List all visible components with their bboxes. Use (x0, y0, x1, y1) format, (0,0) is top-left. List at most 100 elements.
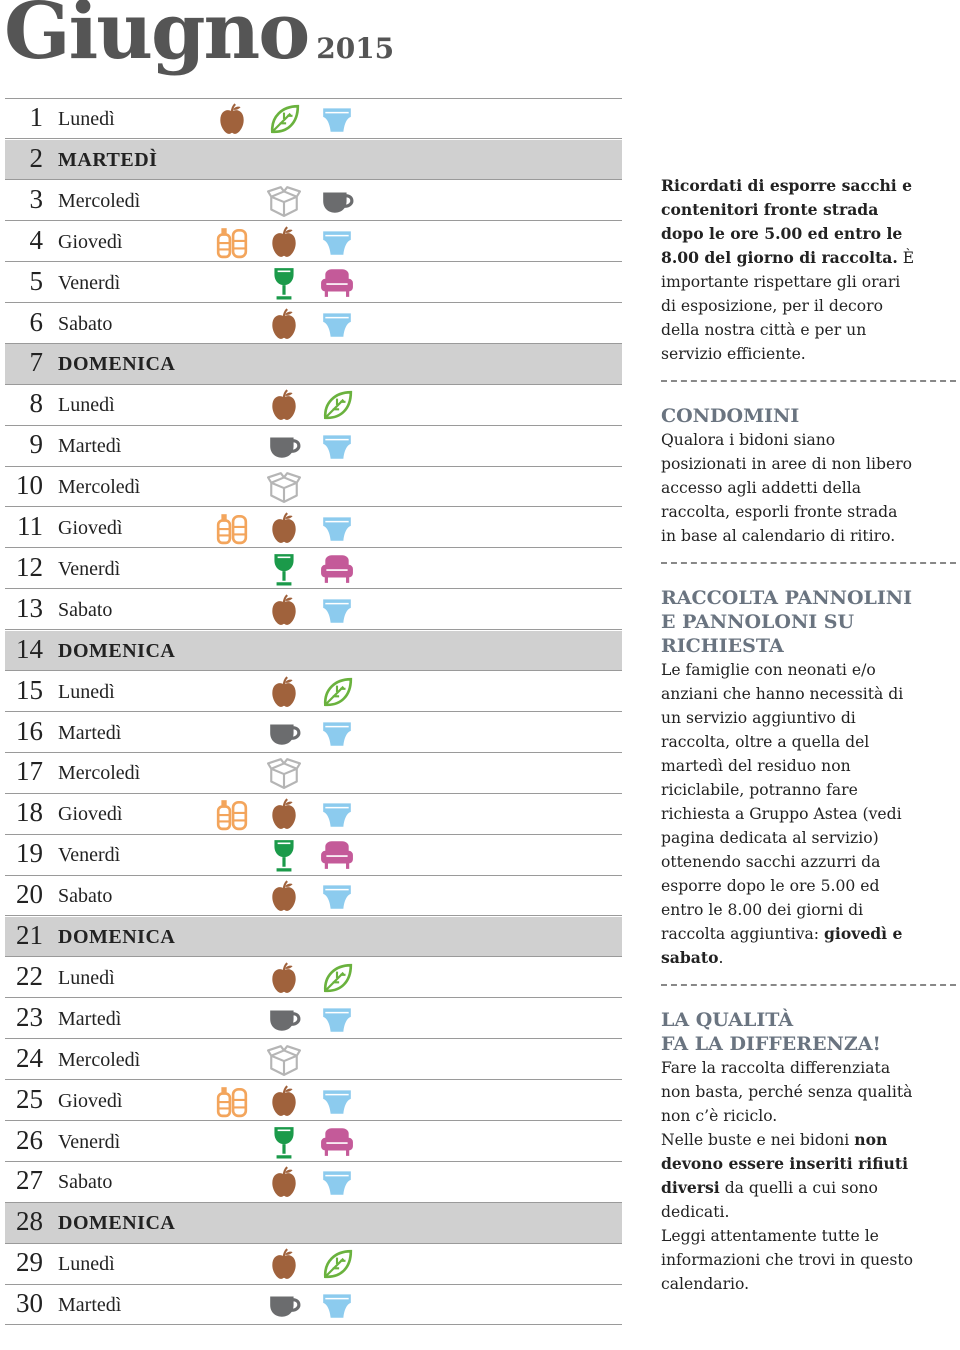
icon-residual (323, 1294, 351, 1318)
day-name: Martedì (58, 435, 122, 458)
icon-organic (272, 512, 296, 543)
day-name: Martedì (58, 721, 122, 744)
day-number: 14 (16, 633, 43, 664)
bold-text: giovedì e sabato (661, 924, 903, 967)
icon-bulky (321, 1127, 353, 1156)
heading-line: CONDOMINI (661, 405, 800, 427)
day-name: Mercoledì (58, 476, 141, 499)
day-number: 1 (29, 102, 44, 132)
paragraph: Qualora i bidoni siano posizionati in ar… (661, 428, 916, 548)
day-name: Giovedì (58, 230, 123, 253)
icon-glass (274, 1126, 294, 1158)
day-number: 23 (16, 1001, 43, 1032)
day-row: 13 Sabato (5, 590, 622, 631)
day-name: MARTEDÌ (58, 148, 158, 171)
paragraph: Le famiglie con neonati e/o anziani che … (661, 658, 916, 970)
day-row: 30 Martedì (5, 1285, 622, 1326)
bold-text: non devono essere inseriti rifiuti diver… (661, 1130, 909, 1197)
day-row: 2 MARTEDÌ (5, 139, 622, 181)
day-name: Sabato (58, 1171, 113, 1194)
icon-organic (272, 389, 296, 421)
year: 2015 (316, 32, 395, 65)
icon-mixed (270, 437, 301, 458)
info-section: CONDOMINI Qualora i bidoni siano posizion… (661, 380, 956, 558)
info-section: LA QUALITÀ FA LA DIFFERENZA! Fare la racco… (661, 984, 956, 1306)
icon-green (323, 391, 353, 420)
info-section: RACCOLTA PANNOLINI E PANNOLONI SU RICHIEST… (661, 562, 956, 980)
day-name: Lunedì (58, 1253, 115, 1276)
heading-line: RACCOLTA PANNOLINI (661, 587, 913, 609)
day-number: 19 (16, 838, 43, 869)
day-name: Mercoledì (58, 189, 141, 212)
day-number: 18 (16, 797, 43, 828)
day-number: 4 (29, 224, 44, 255)
icon-glass (274, 267, 294, 300)
icon-mixed (270, 724, 301, 745)
section-heading: RACCOLTA PANNOLINI E PANNOLONI SU RICHIEST… (661, 586, 956, 658)
paragraph: Ricordati di esporre sacchi e contenitor… (661, 174, 916, 366)
day-row: 12 Venerdì (5, 549, 622, 590)
day-number: 28 (16, 1206, 43, 1237)
day-row: 8 Lunedì (5, 385, 622, 426)
section-heading: CONDOMINI (661, 404, 956, 428)
day-number: 6 (29, 306, 44, 337)
icon-organic (272, 1166, 296, 1198)
icon-plastic (216, 227, 248, 258)
icon-residual (323, 885, 351, 909)
day-row: 17 Mercoledì (5, 753, 622, 794)
icon-residual (323, 803, 351, 828)
heading-line: E PANNOLONI SU (661, 611, 855, 633)
day-number: 10 (16, 470, 43, 501)
day-name: Giovedì (58, 1089, 123, 1112)
day-number: 22 (16, 960, 43, 991)
icon-glass (274, 840, 294, 872)
day-row: 19 Venerdì (5, 835, 622, 876)
icon-paper (267, 1044, 301, 1076)
icon-organic (272, 307, 296, 339)
icon-green (323, 963, 353, 992)
day-number: 7 (29, 347, 44, 378)
icon-green (323, 677, 353, 706)
icon-residual (323, 108, 351, 132)
icon-plastic (216, 1086, 248, 1117)
day-row: 11 Giovedì (5, 508, 622, 549)
day-number: 16 (16, 715, 43, 746)
icon-organic (272, 226, 296, 257)
icon-glass (274, 554, 294, 586)
day-number: 15 (16, 674, 43, 705)
day-name: Venerdì (58, 1130, 121, 1153)
icon-plastic (216, 514, 248, 545)
bold-text: Ricordati di esporre sacchi e contenitor… (661, 176, 913, 267)
day-name: Sabato (58, 885, 113, 908)
day-row: 20 Sabato (5, 876, 622, 917)
day-row: 24 Mercoledì (5, 1040, 622, 1081)
icon-paper (267, 472, 301, 504)
text: Leggi attentamente tutte le informazioni… (661, 1227, 914, 1293)
icon-residual (323, 721, 351, 746)
day-row: 4 Giovedì (5, 222, 622, 263)
day-number: 11 (17, 511, 43, 541)
text: Le famiglie con neonati e/o anziani che … (661, 661, 904, 943)
day-row: 6 Sabato (5, 304, 622, 344)
day-name: DOMENICA (58, 353, 176, 376)
day-name: Martedì (58, 1294, 122, 1317)
day-name: Sabato (58, 312, 113, 335)
day-number: 27 (16, 1165, 43, 1196)
day-row: 10 Mercoledì (5, 467, 622, 508)
icon-paper (267, 185, 301, 217)
day-row: 26 Venerdì (5, 1122, 622, 1162)
month: Giugno (4, 0, 310, 77)
day-name: Lunedì (58, 680, 115, 703)
text: Nelle buste e nei bidoni (661, 1131, 855, 1149)
month-title: Giugno 2015 (4, 0, 394, 77)
text: È importante rispettare gli orari di esp… (661, 249, 915, 363)
heading-line: FA LA DIFFERENZA! (661, 1033, 881, 1055)
day-row: 27 Sabato (5, 1162, 622, 1203)
info-column: Ricordati di esporre sacchi e contenitor… (661, 174, 956, 1306)
icon-residual (323, 1171, 351, 1196)
icon-plastic (216, 800, 248, 831)
text: Fare la raccolta differenziata non basta… (661, 1059, 913, 1125)
icon-organic (220, 103, 244, 134)
icon-paper (267, 758, 301, 790)
icon-green (270, 104, 300, 134)
